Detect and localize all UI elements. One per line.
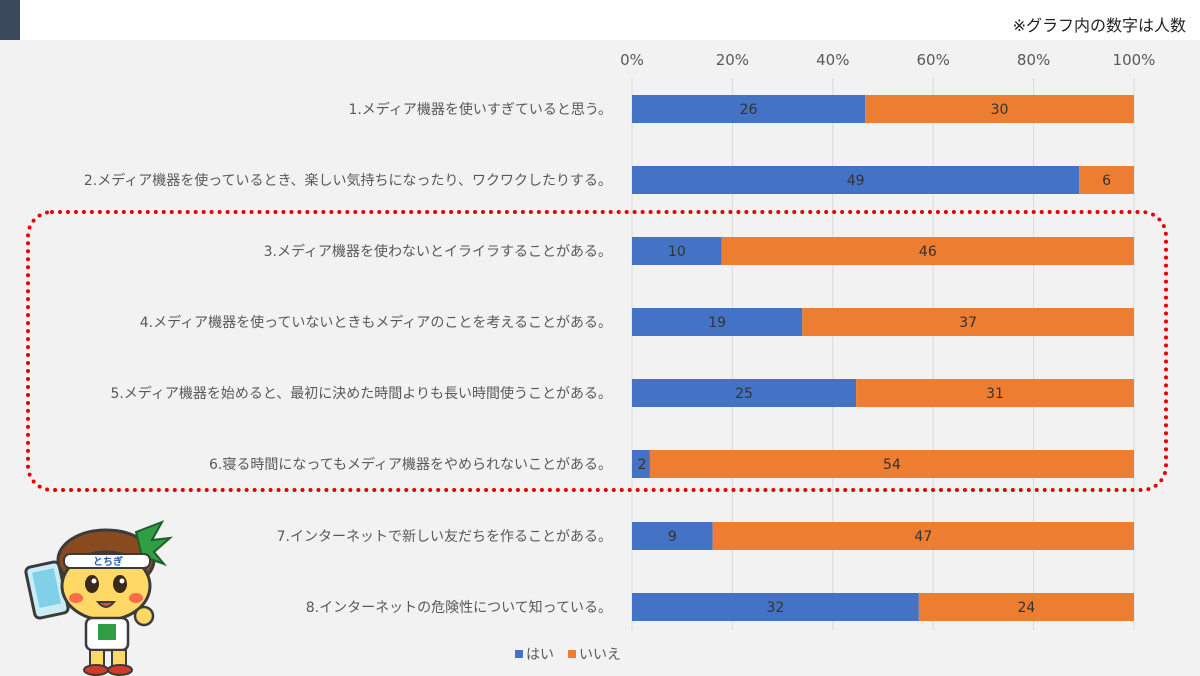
category-label: 8.インターネットの危険性について知っている。 [306, 599, 612, 616]
mascot-character-with-tablet: とちぎ [24, 520, 174, 676]
bar-segment [865, 95, 1134, 123]
data-label: 32 [767, 600, 785, 616]
data-label: 54 [883, 457, 901, 473]
x-tick-label: 0% [620, 51, 644, 69]
x-tick-label: 40% [816, 51, 849, 69]
mascot-headband-text: とちぎ [93, 555, 123, 568]
bar-segment [802, 308, 1134, 336]
x-tick-label: 100% [1113, 51, 1156, 69]
data-label: 26 [740, 102, 758, 118]
data-label: 10 [668, 244, 686, 260]
bar-segment [632, 593, 919, 621]
bar-segment [721, 237, 1134, 265]
legend-swatch [515, 650, 523, 658]
top-bar [0, 0, 1200, 40]
data-label: 19 [708, 315, 726, 331]
bar-segment [632, 95, 866, 123]
legend-label: はい [526, 647, 554, 663]
bar-segment [632, 166, 1080, 194]
category-label: 1.メディア機器を使いすぎていると思う。 [348, 101, 612, 118]
bar-segment [632, 237, 722, 265]
data-label: 46 [919, 244, 937, 260]
legend-swatch [568, 650, 576, 658]
data-label: 9 [668, 529, 677, 545]
category-label: 3.メディア機器を使わないとイライラすることがある。 [264, 243, 612, 260]
bar-segment [632, 450, 650, 478]
legend-label: いいえ [579, 647, 621, 663]
chart-note: ※グラフ内の数字は人数 [1012, 16, 1186, 35]
category-label: 4.メディア機器を使っていないときもメディアのことを考えることがある。 [140, 314, 612, 331]
x-tick-label: 20% [716, 51, 749, 69]
x-tick-label: 60% [917, 51, 950, 69]
category-label: 2.メディア機器を使っているとき、楽しい気持ちになったり、ワクワクしたりする。 [84, 172, 612, 189]
data-label: 24 [1018, 600, 1036, 616]
data-label: 6 [1102, 173, 1111, 189]
category-label: 5.メディア機器を始めると、最初に決めた時間よりも長い時間使うことがある。 [110, 385, 612, 402]
bar-segment [632, 308, 803, 336]
bar-segment [649, 450, 1134, 478]
bar-segment [632, 522, 713, 550]
highlight-dotted-box [26, 210, 1168, 492]
category-label: 6.寝る時間になってもメディア機器をやめられないことがある。 [209, 456, 612, 473]
data-label: 2 [638, 457, 647, 473]
data-label: 30 [991, 102, 1009, 118]
data-label: 49 [847, 173, 865, 189]
category-label: 7.インターネットで新しい友だちを作ることがある。 [277, 529, 612, 545]
bar-segment [856, 379, 1134, 407]
data-label: 25 [735, 386, 753, 402]
data-label: 37 [959, 315, 977, 331]
bar-segment [632, 379, 857, 407]
bar-segment [712, 522, 1134, 550]
bar-segment [918, 593, 1134, 621]
corner-accent [0, 0, 20, 40]
data-label: 47 [914, 529, 932, 545]
bar-segment [1079, 166, 1134, 194]
data-label: 31 [986, 386, 1004, 402]
x-tick-label: 80% [1017, 51, 1050, 69]
